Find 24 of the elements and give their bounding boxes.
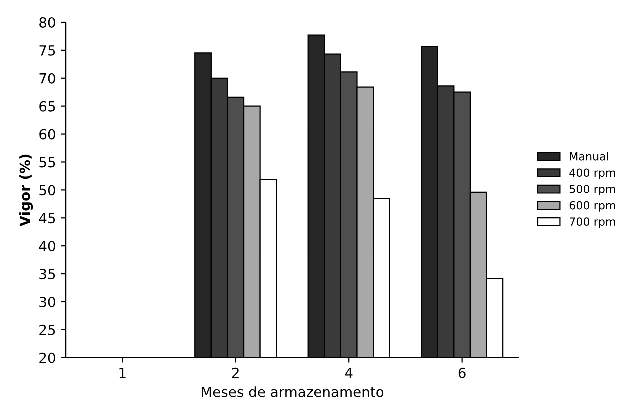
x-tick-label: 4 bbox=[345, 368, 353, 378]
y-tick-label: 55 bbox=[40, 157, 56, 168]
y-tick-label: 45 bbox=[39, 213, 56, 224]
y-tick-label: 70 bbox=[40, 73, 56, 84]
x-tick-label: 1 bbox=[120, 368, 126, 378]
legend-label: 400 rpm bbox=[570, 168, 616, 180]
y-tick-label: 40 bbox=[39, 241, 56, 252]
legend-label: 500 rpm bbox=[570, 185, 616, 196]
y-tick-label: 75 bbox=[40, 46, 56, 56]
x-tick-label: 2 bbox=[232, 368, 239, 378]
legend-label: 600 rpm bbox=[570, 201, 616, 212]
y-tick-label: 60 bbox=[40, 129, 56, 140]
y-axis-title: Vigor (%) bbox=[20, 154, 34, 227]
x-tick-label: 6 bbox=[458, 368, 466, 378]
y-tick-label: 50 bbox=[40, 185, 56, 196]
y-tick-label: 30 bbox=[40, 296, 56, 308]
y-tick-label: 25 bbox=[40, 324, 56, 336]
legend-label: Manual bbox=[570, 152, 608, 161]
x-axis-title: Meses de armazenamento bbox=[202, 386, 384, 398]
y-tick-label: 35 bbox=[40, 269, 56, 280]
legend-label: 700 rpm bbox=[570, 218, 616, 228]
y-tick-label: 80 bbox=[40, 17, 56, 28]
y-tick-label: 20 bbox=[40, 352, 56, 364]
y-tick-label: 65 bbox=[40, 101, 56, 112]
